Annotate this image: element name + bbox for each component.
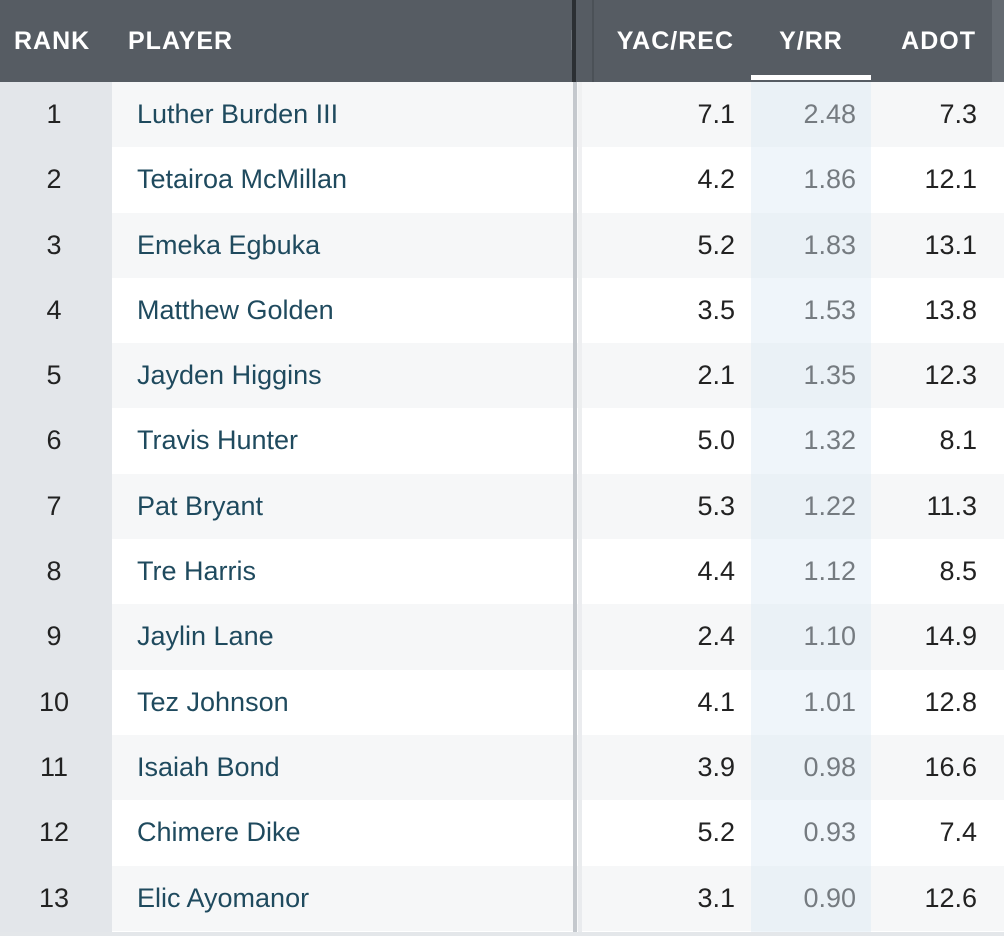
player-link[interactable]: Jayden Higgins bbox=[137, 360, 322, 391]
player-link[interactable]: Tetairoa McMillan bbox=[137, 164, 348, 195]
yac-rec-cell: 7.1 bbox=[697, 99, 735, 129]
rank-cell: 8 bbox=[46, 556, 62, 587]
y-rr-cell: 0.90 bbox=[803, 882, 856, 913]
table-bottom-border bbox=[0, 932, 1004, 936]
table-row[interactable]: 12 Chimere Dike 5.2 0.93 7.4 bbox=[0, 800, 1004, 866]
y-rr-cell: 1.01 bbox=[803, 686, 856, 717]
header-y-rr[interactable]: Y/RR bbox=[779, 27, 843, 55]
table-body: 1 Luther Burden III 7.1 2.48 7.3 2 Tetai… bbox=[0, 82, 1004, 931]
scrolled-column-peek bbox=[578, 82, 582, 936]
frozen-column-divider bbox=[573, 82, 577, 936]
table-row[interactable]: 10 Tez Johnson 4.1 1.01 12.8 bbox=[0, 669, 1004, 735]
y-rr-cell: 1.35 bbox=[803, 360, 856, 391]
player-link[interactable]: Isaiah Bond bbox=[137, 751, 280, 782]
player-link[interactable]: Jaylin Lane bbox=[137, 621, 274, 652]
active-sort-indicator bbox=[751, 75, 871, 80]
y-rr-cell: 2.48 bbox=[803, 99, 856, 129]
yac-rec-cell: 4.1 bbox=[697, 686, 735, 717]
yac-rec-cell: 3.1 bbox=[697, 882, 735, 913]
adot-cell: 12.3 bbox=[924, 360, 977, 391]
adot-cell: 8.5 bbox=[939, 556, 977, 587]
adot-cell: 8.1 bbox=[939, 425, 977, 456]
table-row[interactable]: 11 Isaiah Bond 3.9 0.98 16.6 bbox=[0, 734, 1004, 801]
header-adot[interactable]: ADOT bbox=[901, 27, 976, 55]
player-link[interactable]: Pat Bryant bbox=[137, 490, 264, 521]
rank-cell: 7 bbox=[46, 490, 62, 521]
table-row[interactable]: 5 Jayden Higgins 2.1 1.35 12.3 bbox=[0, 343, 1004, 409]
adot-cell: 12.8 bbox=[924, 686, 977, 717]
y-rr-cell: 1.22 bbox=[803, 490, 856, 521]
header-rank[interactable]: RANK bbox=[14, 27, 91, 55]
rank-cell: 11 bbox=[39, 751, 69, 782]
adot-cell: 12.1 bbox=[924, 164, 977, 195]
table-row[interactable]: 9 Jaylin Lane 2.4 1.10 14.9 bbox=[0, 604, 1004, 670]
rank-cell: 1 bbox=[46, 99, 62, 129]
yac-rec-cell: 2.4 bbox=[697, 621, 735, 652]
table-header: RANK PLAYER YAC/REC Y/RR ADOT bbox=[0, 0, 1004, 82]
adot-cell: 12.6 bbox=[924, 882, 977, 913]
table-row[interactable]: 7 Pat Bryant 5.3 1.22 11.3 bbox=[0, 473, 1004, 540]
header-divider bbox=[592, 0, 594, 82]
y-rr-cell: 1.10 bbox=[803, 621, 856, 652]
yac-rec-cell: 4.4 bbox=[697, 556, 735, 587]
yac-rec-cell: 4.2 bbox=[697, 164, 735, 195]
rank-cell: 2 bbox=[46, 164, 62, 195]
rank-column-background bbox=[0, 82, 112, 936]
rank-cell: 10 bbox=[38, 686, 70, 717]
table-row[interactable]: 1 Luther Burden III 7.1 2.48 7.3 bbox=[0, 82, 1004, 148]
yac-rec-cell: 3.9 bbox=[697, 751, 735, 782]
rank-cell: 4 bbox=[46, 294, 62, 325]
adot-cell: 7.4 bbox=[939, 817, 977, 848]
rank-cell: 5 bbox=[46, 360, 62, 391]
rank-cell: 9 bbox=[46, 621, 62, 652]
y-rr-cell: 1.86 bbox=[803, 164, 856, 195]
frozen-column-divider-header bbox=[572, 0, 576, 82]
yac-rec-cell: 3.5 bbox=[697, 294, 735, 325]
adot-cell: 14.9 bbox=[924, 621, 977, 652]
player-link[interactable]: Tez Johnson bbox=[137, 686, 289, 717]
table-row[interactable]: 3 Emeka Egbuka 5.2 1.83 13.1 bbox=[0, 212, 1004, 278]
rank-cell: 13 bbox=[38, 882, 70, 913]
table-row[interactable]: 8 Tre Harris 4.4 1.12 8.5 bbox=[0, 539, 1004, 605]
player-link[interactable]: Travis Hunter bbox=[137, 425, 299, 456]
adot-cell: 7.3 bbox=[939, 99, 977, 129]
y-rr-cell: 1.32 bbox=[803, 425, 856, 456]
player-link[interactable]: Emeka Egbuka bbox=[137, 229, 321, 260]
adot-cell: 13.1 bbox=[924, 229, 977, 260]
rank-cell: 6 bbox=[46, 425, 62, 456]
player-link[interactable]: Matthew Golden bbox=[137, 294, 334, 325]
yac-rec-cell: 2.1 bbox=[697, 360, 735, 391]
rank-cell: 3 bbox=[46, 229, 62, 260]
table-row[interactable]: 4 Matthew Golden 3.5 1.53 13.8 bbox=[0, 277, 1004, 344]
player-link[interactable]: Luther Burden III bbox=[137, 99, 339, 129]
y-rr-cell: 0.98 bbox=[803, 751, 856, 782]
header-player[interactable]: PLAYER bbox=[128, 27, 234, 55]
sorted-column-highlight bbox=[751, 82, 871, 936]
player-link[interactable]: Tre Harris bbox=[137, 556, 256, 587]
header-yac-rec[interactable]: YAC/REC bbox=[616, 27, 734, 55]
table-row[interactable]: 2 Tetairoa McMillan 4.2 1.86 12.1 bbox=[0, 147, 1004, 213]
table-row[interactable]: 6 Travis Hunter 5.0 1.32 8.1 bbox=[0, 408, 1004, 474]
y-rr-cell: 1.12 bbox=[803, 556, 856, 587]
yac-rec-cell: 5.3 bbox=[697, 490, 735, 521]
yac-rec-cell: 5.2 bbox=[697, 229, 735, 260]
rank-cell: 12 bbox=[38, 817, 70, 848]
y-rr-cell: 1.83 bbox=[803, 229, 856, 260]
y-rr-cell: 1.53 bbox=[803, 294, 856, 325]
adot-cell: 11.3 bbox=[926, 490, 977, 521]
adot-cell: 16.6 bbox=[924, 751, 977, 782]
table-row[interactable]: 13 Elic Ayomanor 3.1 0.90 12.6 bbox=[0, 865, 1004, 931]
header-scroll-edge bbox=[992, 0, 1004, 82]
y-rr-cell: 0.93 bbox=[803, 817, 856, 848]
yac-rec-cell: 5.2 bbox=[697, 817, 735, 848]
yac-rec-cell: 5.0 bbox=[697, 425, 735, 456]
player-link[interactable]: Elic Ayomanor bbox=[137, 882, 310, 913]
adot-cell: 13.8 bbox=[924, 294, 977, 325]
player-link[interactable]: Chimere Dike bbox=[137, 817, 301, 848]
